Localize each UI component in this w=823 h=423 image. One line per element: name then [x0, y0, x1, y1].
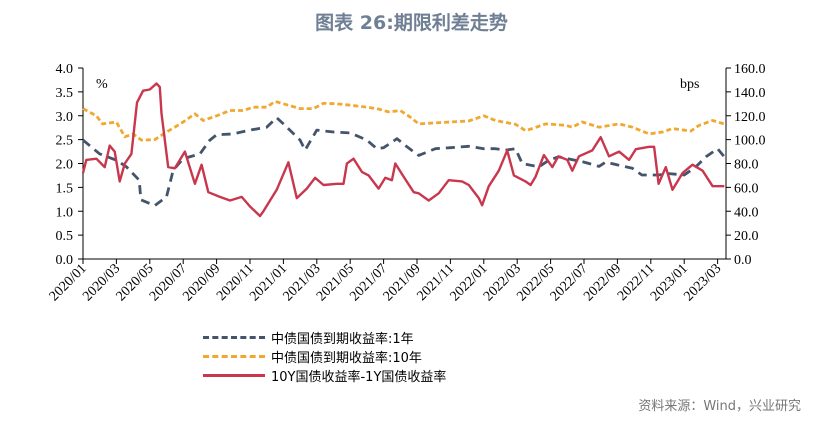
right-axis-tick-label: 20.0	[734, 229, 759, 244]
x-axis-tick-label: 2023/03	[681, 261, 724, 304]
legend: 中债国债到期收益率:1年 中债国债到期收益率:10年 10Y国债收益率-1Y国债…	[203, 328, 446, 385]
right-axis-tick-label: 140.0	[734, 86, 766, 101]
right-axis-tick-label: 100.0	[734, 134, 766, 149]
series-line-2	[81, 82, 725, 218]
left-axis-tick-label: 3.5	[56, 86, 74, 101]
legend-item-1y: 中债国债到期收益率:1年	[203, 328, 446, 347]
legend-item-10y: 中债国债到期收益率:10年	[203, 347, 446, 366]
legend-label: 中债国债到期收益率:1年	[271, 332, 414, 347]
left-axis-tick-label: 4.0	[56, 62, 74, 77]
legend-item-spread: 10Y国债收益率-1Y国债收益率	[203, 366, 446, 385]
right-axis-unit: bps	[680, 77, 699, 92]
right-axis-tick-label: 120.0	[734, 110, 766, 125]
left-axis-tick-label: 0.0	[56, 253, 74, 268]
right-axis-tick-label: 60.0	[734, 181, 759, 196]
legend-swatch-1y	[203, 336, 265, 339]
legend-label: 10Y国债收益率-1Y国债收益率	[271, 370, 447, 385]
left-axis-tick-label: 1.5	[56, 181, 74, 196]
left-axis-tick-label: 0.5	[56, 229, 74, 244]
right-axis-tick-label: 40.0	[734, 205, 759, 220]
series-line-1	[82, 100, 725, 142]
legend-swatch-10y	[203, 355, 265, 358]
source-note: 资料来源：Wind，兴业研究	[638, 399, 801, 414]
left-axis-tick-label: 2.0	[56, 158, 74, 173]
right-axis-tick-label: 80.0	[734, 158, 759, 173]
right-axis-tick-label: 0.0	[734, 253, 752, 268]
right-axis-tick-label: 160.0	[734, 62, 766, 77]
left-axis-tick-label: 2.5	[56, 134, 74, 149]
legend-label: 中债国债到期收益率:10年	[271, 351, 422, 366]
series-lines	[81, 82, 726, 218]
left-axis-tick-label: 1.0	[56, 205, 74, 220]
x-axis-tick-label: 2020/09	[180, 261, 223, 304]
left-axis-unit: %	[96, 77, 108, 92]
legend-swatch-spread	[203, 374, 265, 377]
x-axis-tick-label: 2021/09	[381, 261, 424, 304]
chart-title: 图表 26:期限利差走势	[315, 12, 508, 34]
x-axis-tick-label: 2022/09	[581, 261, 624, 304]
left-axis-tick-label: 3.0	[56, 110, 74, 125]
